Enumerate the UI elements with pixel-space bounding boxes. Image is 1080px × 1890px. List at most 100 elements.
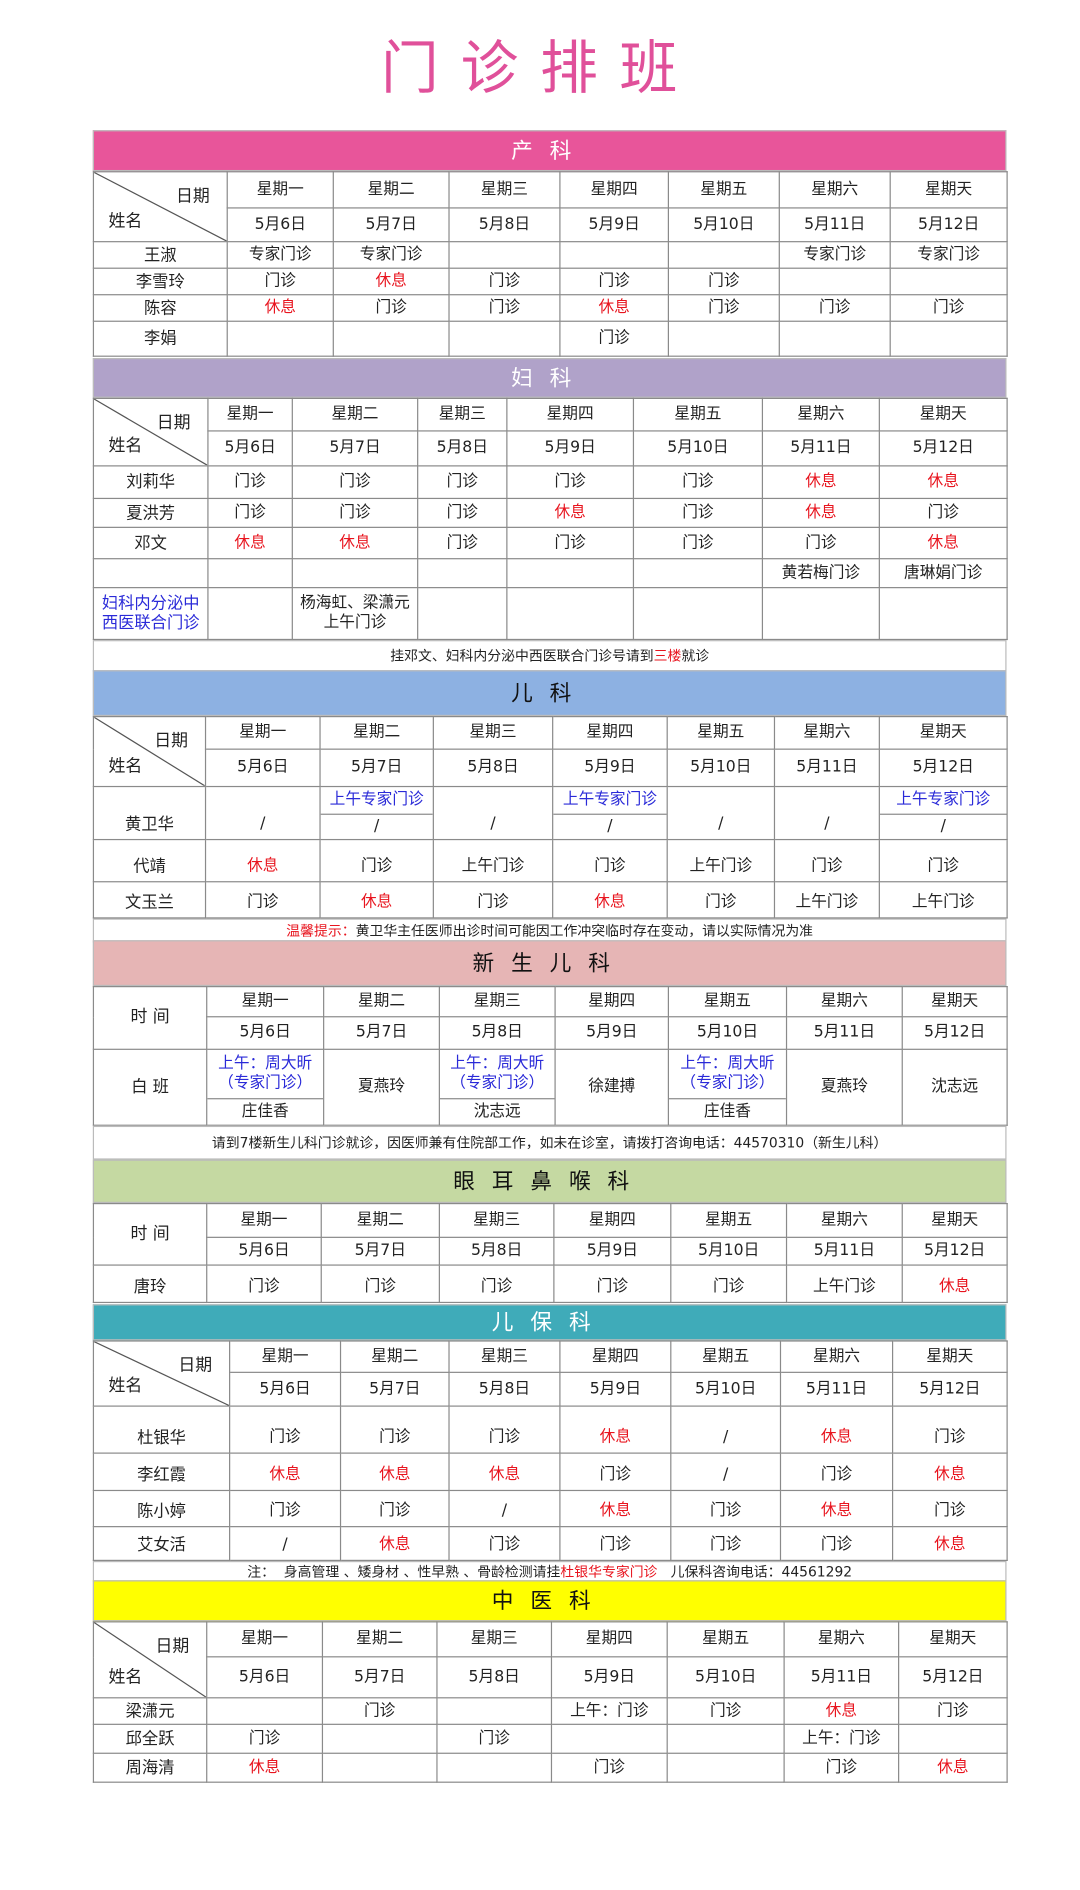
weekday-header: 星期二 bbox=[339, 1340, 450, 1373]
doctor-name: 邱全跃 bbox=[92, 1723, 208, 1754]
weekday-header: 星期五 bbox=[666, 716, 776, 750]
schedule-cell: 门诊 bbox=[291, 465, 419, 500]
schedule-cell: / bbox=[204, 785, 321, 841]
schedule-cell: 门诊 bbox=[207, 465, 293, 500]
schedule-cell bbox=[666, 1752, 785, 1783]
weekday-header: 星期六 bbox=[779, 1340, 894, 1373]
corner-cell: 日期 姓名 bbox=[92, 1621, 208, 1699]
schedule-cell: / bbox=[670, 1405, 782, 1454]
date-header: 5月7日 bbox=[332, 207, 450, 243]
section-7: 中医科 日期 姓名 星期一 星期二 星期三 星期四 星期五 星期六 星期天 5月6日 5月7日 5月8日… bbox=[92, 1580, 1008, 1783]
schedule-cell: 杨海虹、梁潇元 上午门诊 bbox=[291, 587, 419, 641]
schedule-cell bbox=[878, 587, 1008, 641]
section-5: 眼耳鼻喉科时 间星期一 星期二 星期三 星期四 星期五 星期六 星期天 5月6日 5月7日 5月8… bbox=[92, 1159, 1008, 1304]
schedule-cell bbox=[550, 1723, 668, 1754]
date-header: 5月7日 bbox=[321, 1656, 438, 1699]
date-header: 5月7日 bbox=[319, 748, 434, 788]
date-header: 5月11日 bbox=[773, 748, 880, 788]
note-text: 温馨提示： bbox=[286, 922, 356, 940]
date-header: 5月10日 bbox=[667, 207, 780, 243]
doctor-name: 陈小婷 bbox=[92, 1489, 231, 1528]
schedule-cell bbox=[666, 1723, 785, 1754]
date-header: 5月12日 bbox=[891, 1371, 1008, 1407]
corner-name-label: 姓名 bbox=[108, 1668, 143, 1688]
schedule-cell: 门诊 bbox=[417, 497, 508, 528]
doctor-name: 陈容 bbox=[92, 294, 228, 322]
schedule-cell: 门诊 bbox=[506, 526, 635, 560]
schedule-cell-bottom: 庄佳香 bbox=[241, 1102, 289, 1121]
schedule-cell-bottom: / bbox=[607, 817, 613, 836]
table-row: 妇科内分泌中 西医联合门诊 杨海虹、梁潇元 上午门诊 bbox=[92, 587, 1008, 641]
weekday-header: 星期四 bbox=[554, 986, 669, 1018]
doctor-name bbox=[92, 558, 209, 589]
weekday-header: 星期一 bbox=[206, 986, 325, 1018]
schedule-cell-top: 上午：周大昕 （专家门诊） bbox=[669, 1051, 786, 1100]
schedule-cell bbox=[332, 320, 450, 357]
corner-date-label: 日期 bbox=[155, 1636, 190, 1657]
schedule-cell bbox=[436, 1697, 553, 1725]
weekday-header: 星期四 bbox=[506, 397, 635, 432]
section-3: 儿科 日期 姓名 星期一 星期二 星期三 星期四 星期五 星期六 星期天 5月6日 5月7日 5月8日 5… bbox=[92, 670, 1008, 943]
weekday-row: 时 间 星期一 星期二 星期三 星期四 星期五 星期六 星期天 bbox=[92, 986, 1008, 1050]
schedule-cell-split: 上午：周大昕 （专家门诊） 庄佳香 bbox=[667, 1048, 788, 1126]
schedule-cell: 门诊 bbox=[670, 1526, 782, 1561]
corner-label: 时 间 bbox=[130, 1224, 170, 1244]
schedule-cell: 门诊 bbox=[898, 1697, 1008, 1725]
schedule-cell: 休息 bbox=[779, 1489, 894, 1528]
note-text: 三楼 bbox=[653, 647, 682, 665]
doctor-name: 夏洪芳 bbox=[92, 497, 209, 528]
section-header: 眼耳鼻喉科 bbox=[92, 1159, 1007, 1203]
weekday-header: 星期五 bbox=[670, 1340, 782, 1373]
schedule-cell: 门诊 bbox=[448, 1405, 561, 1454]
section-4: 新生儿科时 间星期一 星期二 星期三 星期四 星期五 星期六 星期天 5月6日 5月7日 5月8日… bbox=[92, 940, 1008, 1160]
schedule-cell bbox=[559, 241, 669, 269]
schedule-cell-split: 上午专家门诊 / bbox=[878, 785, 1008, 841]
date-header: 5月7日 bbox=[339, 1371, 450, 1407]
schedule-cell-top: 上午专家门诊 bbox=[321, 788, 433, 815]
schedule-cell bbox=[321, 1723, 438, 1754]
diagonal-divider bbox=[94, 1622, 206, 1697]
date-header: 5月9日 bbox=[506, 430, 635, 467]
schedule-cell: 门诊 bbox=[878, 838, 1008, 883]
schedule-cell: 夏燕玲 bbox=[785, 1048, 903, 1126]
corner-name-label: 姓名 bbox=[108, 212, 143, 232]
schedule-cell: 休息 bbox=[559, 1405, 672, 1454]
date-header: 5月10日 bbox=[670, 1236, 788, 1266]
schedule-cell bbox=[436, 1752, 553, 1783]
weekday-row: 时 间 星期一 星期二 星期三 星期四 星期五 星期六 星期天 bbox=[92, 1202, 1008, 1266]
schedule-cell: 门诊 bbox=[332, 294, 450, 322]
schedule-cell: 门诊 bbox=[319, 838, 434, 883]
corner-label: 时 间 bbox=[130, 1007, 170, 1028]
date-header: 5月6日 bbox=[229, 1371, 342, 1407]
schedule-cell: 休息 bbox=[339, 1526, 450, 1561]
schedule-cell: 休息 bbox=[332, 267, 450, 296]
schedule-cell bbox=[778, 267, 891, 296]
section-2: 妇科 日期 姓名 星期一 星期二 星期三 星期四 星期五 星期六 星期天 5月6日 5月7日 5月8日 5… bbox=[92, 358, 1008, 672]
table-row: 李红霞 休息 休息 休息 门诊 / 门诊 休息 bbox=[92, 1452, 1008, 1492]
weekday-row: 日期 姓名 星期一 星期二 星期三 星期四 星期五 星期六 星期天 bbox=[92, 171, 1008, 243]
schedule-cell: 唐琳娟门诊 bbox=[878, 558, 1008, 589]
date-header: 5月11日 bbox=[783, 1656, 900, 1699]
weekday-header: 星期四 bbox=[559, 171, 669, 209]
section-6: 儿保科 日期 姓名 星期一 星期二 星期三 星期四 星期五 星期六 星期天 5月6日 5月7日 5月8日… bbox=[92, 1304, 1008, 1582]
date-header: 5月9日 bbox=[552, 748, 668, 788]
section-note: 注： 身高管理 、矮身材 、性早熟 、骨龄检测请挂 杜银华专家门诊 儿保科咨询电话… bbox=[92, 1560, 1007, 1582]
note-text: 儿保科咨询电话：44561292 bbox=[657, 1562, 853, 1580]
schedule-cell bbox=[889, 320, 1008, 357]
table-row: 邓文 休息 休息 门诊 门诊 门诊 门诊 休息 bbox=[92, 526, 1008, 560]
schedule-cell: 门诊 bbox=[559, 320, 669, 357]
corner-date-label: 日期 bbox=[156, 413, 191, 433]
schedule-cell: 休息 bbox=[761, 497, 880, 528]
schedule-cell: 专家门诊 bbox=[889, 241, 1008, 269]
weekday-header: 星期一 bbox=[206, 1621, 324, 1658]
doctor-name: 李红霞 bbox=[92, 1452, 231, 1492]
schedule-cell: 上午门诊 bbox=[773, 881, 880, 919]
date-header: 5月11日 bbox=[779, 1371, 894, 1407]
weekday-header: 星期三 bbox=[448, 171, 561, 209]
weekday-row: 日期 姓名 星期一 星期二 星期三 星期四 星期五 星期六 星期天 bbox=[92, 716, 1008, 788]
schedule-cell: 门诊 bbox=[550, 1752, 668, 1783]
date-row: 5月6日 5月7日 5月8日 5月9日 5月10日 5月11日 5月12日 bbox=[93, 1016, 1008, 1050]
schedule-cell bbox=[448, 241, 561, 269]
section-note: 请到7楼新生儿科门诊就诊，因医师兼有住院部工作，如未在诊室，请拨打咨询电话：44… bbox=[92, 1125, 1007, 1160]
schedule-cell: 门诊 bbox=[559, 267, 669, 296]
